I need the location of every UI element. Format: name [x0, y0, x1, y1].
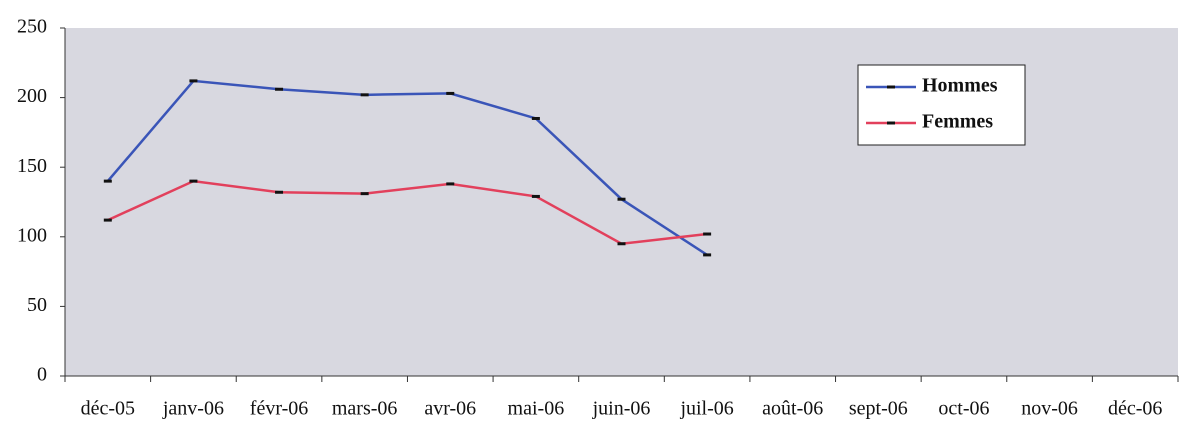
x-tick-label: janv-06: [162, 398, 224, 420]
series-line: [107, 179, 708, 246]
x-tick-label: oct-06: [938, 398, 989, 420]
x-tick-label: nov-06: [1021, 398, 1078, 420]
y-tick-label: 200: [17, 85, 47, 107]
y-tick-label: 100: [17, 224, 47, 246]
x-tick-label: avr-06: [424, 398, 476, 420]
y-tick-label: 250: [17, 16, 47, 38]
series-line: [106, 79, 708, 256]
y-tick-label: 0: [37, 364, 47, 386]
y-tick-label: 150: [17, 155, 47, 177]
x-tick-label: déc-06: [1108, 398, 1162, 420]
x-tick-label: mai-06: [508, 398, 565, 420]
x-tick-label: sept-06: [849, 398, 908, 420]
x-tick-label: mars-06: [332, 398, 398, 420]
legend-label: Femmes: [922, 111, 993, 133]
x-tick-label: déc-05: [81, 398, 135, 420]
x-tick-label: août-06: [762, 398, 823, 420]
x-tick-label: févr-06: [250, 398, 308, 420]
legend-box: [857, 64, 1026, 146]
x-tick-label: juil-06: [679, 398, 733, 420]
legend-label: Hommes: [922, 75, 998, 97]
y-tick-label: 50: [27, 294, 47, 316]
x-tick-label: juin-06: [592, 398, 651, 420]
